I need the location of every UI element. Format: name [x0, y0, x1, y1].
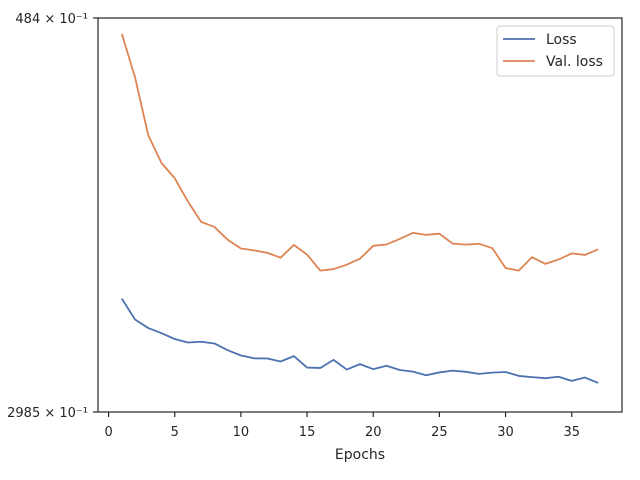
axes-layer: [97, 17, 623, 413]
x-axis-ticks: 0 5 10 15 20 25 30 35: [104, 412, 580, 440]
x-tick-label: 0: [104, 425, 112, 440]
x-axis-label: Epochs: [335, 447, 385, 463]
series-line-loss: [121, 298, 599, 384]
y-tick-label-top: 484 × 10⁻¹: [15, 12, 88, 27]
x-tick-label: 5: [171, 425, 179, 440]
x-tick-label: 25: [431, 425, 448, 440]
x-tick-label: 35: [563, 425, 580, 440]
y-tick-label-bottom: 2985 × 10⁻¹: [7, 406, 88, 421]
legend-label-val-loss: Val. loss: [546, 54, 603, 70]
x-tick-label: 20: [365, 425, 382, 440]
x-tick-label: 15: [299, 425, 316, 440]
series-line-val-loss: [120, 33, 599, 272]
plot-area: [98, 18, 622, 412]
legend: Loss Val. loss: [496, 25, 615, 77]
plot-frame: [97, 17, 623, 413]
legend-label-loss: Loss: [546, 32, 577, 48]
x-tick-label: 30: [497, 425, 514, 440]
series-layer: [120, 33, 599, 384]
x-tick-label: 10: [233, 425, 250, 440]
y-axis-ticks: 2985 × 10⁻¹ 484 × 10⁻¹: [7, 12, 98, 421]
